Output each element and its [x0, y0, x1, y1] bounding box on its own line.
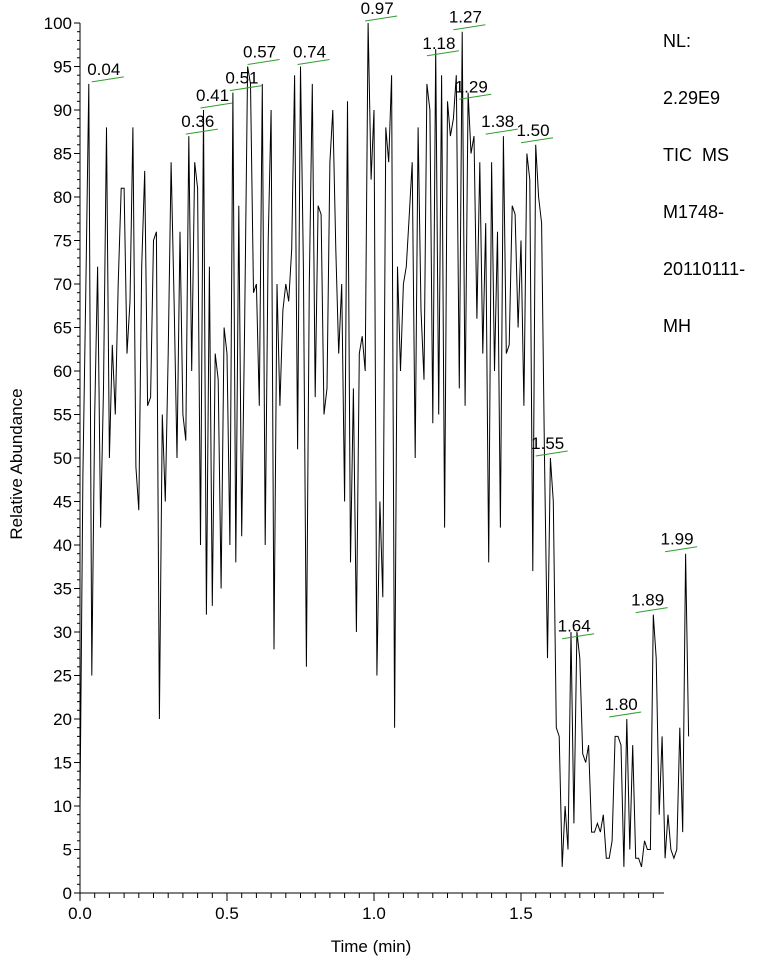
- peak-marker-line: [535, 450, 568, 457]
- y-tick-label: 15: [53, 754, 72, 773]
- peak-marker-line: [520, 137, 554, 144]
- y-tick-label: 45: [53, 493, 72, 512]
- y-tick-label: 50: [53, 449, 72, 468]
- scan-type: TIC MS: [663, 145, 729, 165]
- peak-label: 1.99: [661, 530, 694, 549]
- peak-label: 1.89: [631, 591, 664, 610]
- y-tick-label: 5: [63, 841, 72, 860]
- x-tick-label: 0.0: [68, 904, 92, 923]
- y-tick-label: 35: [53, 580, 72, 599]
- peak-label: 0.51: [225, 69, 258, 88]
- peak-label: 0.04: [87, 60, 120, 79]
- peak-label: 0.41: [196, 86, 229, 105]
- peak-label: 0.36: [181, 112, 214, 131]
- y-tick-label: 80: [53, 188, 72, 207]
- y-tick-label: 85: [53, 145, 72, 164]
- nl-value: 2.29E9: [663, 88, 721, 108]
- peak-marker-line: [635, 607, 668, 614]
- y-tick-label: 95: [53, 58, 72, 77]
- y-tick-label: 10: [53, 797, 72, 816]
- peak-marker-line: [453, 24, 486, 31]
- y-tick-label: 25: [53, 667, 72, 686]
- peak-marker-line: [664, 546, 698, 553]
- peak-marker-line: [200, 102, 233, 109]
- peak-marker-line: [247, 59, 280, 65]
- tic-trace-line: [79, 22, 690, 868]
- peak-label: 1.64: [558, 617, 591, 636]
- peak-label: 1.18: [422, 34, 455, 53]
- y-tick-label: 0: [63, 884, 72, 903]
- x-tick-label: 1.5: [509, 904, 533, 923]
- y-tick-label: 75: [53, 232, 72, 251]
- nl-label: NL:: [663, 31, 692, 51]
- y-tick-label: 70: [53, 275, 72, 294]
- y-tick-label: 30: [53, 623, 72, 642]
- y-axis-label: Relative Abundance: [7, 388, 26, 539]
- peak-marker-line: [91, 76, 124, 83]
- y-tick-label: 55: [53, 406, 72, 425]
- peak-label: 0.74: [293, 43, 326, 62]
- sample-id-line-2: 20110111-: [663, 259, 746, 279]
- peak-label: 0.97: [361, 0, 394, 18]
- peak-label: 1.29: [455, 77, 488, 96]
- y-tick-label: 90: [53, 101, 72, 120]
- peak-label: 1.50: [516, 121, 549, 140]
- y-tick-label: 60: [53, 362, 72, 381]
- x-axis-label: Time (min): [331, 937, 412, 956]
- x-tick-label: 0.5: [215, 904, 239, 923]
- y-tick-label: 65: [53, 319, 72, 338]
- peak-label: 1.27: [449, 8, 482, 27]
- peak-marker-line: [562, 633, 595, 640]
- x-tick-label: 1.0: [362, 904, 386, 923]
- peak-marker-line: [609, 711, 642, 718]
- y-tick-label: 100: [44, 14, 72, 33]
- sample-id-line-1: M1748-: [663, 202, 725, 222]
- peak-marker-line: [229, 85, 263, 92]
- peak-marker-line: [485, 128, 518, 135]
- trace-info-panel: NL: 2.29E9 TIC MS M1748- 20110111- MH: [663, 0, 745, 355]
- peak-marker-line: [297, 59, 330, 65]
- peak-marker-line: [185, 128, 218, 135]
- sample-id-line-3: MH: [663, 316, 691, 336]
- peak-label: 1.80: [605, 695, 638, 714]
- peak-label: 0.57: [243, 43, 276, 62]
- peak-label: 1.55: [531, 434, 564, 453]
- peak-label: 1.38: [481, 112, 514, 131]
- y-tick-label: 40: [53, 536, 72, 555]
- peak-marker-line: [426, 50, 459, 57]
- y-tick-label: 20: [53, 710, 72, 729]
- peak-marker-line: [365, 15, 398, 22]
- peak-marker-line: [459, 93, 492, 100]
